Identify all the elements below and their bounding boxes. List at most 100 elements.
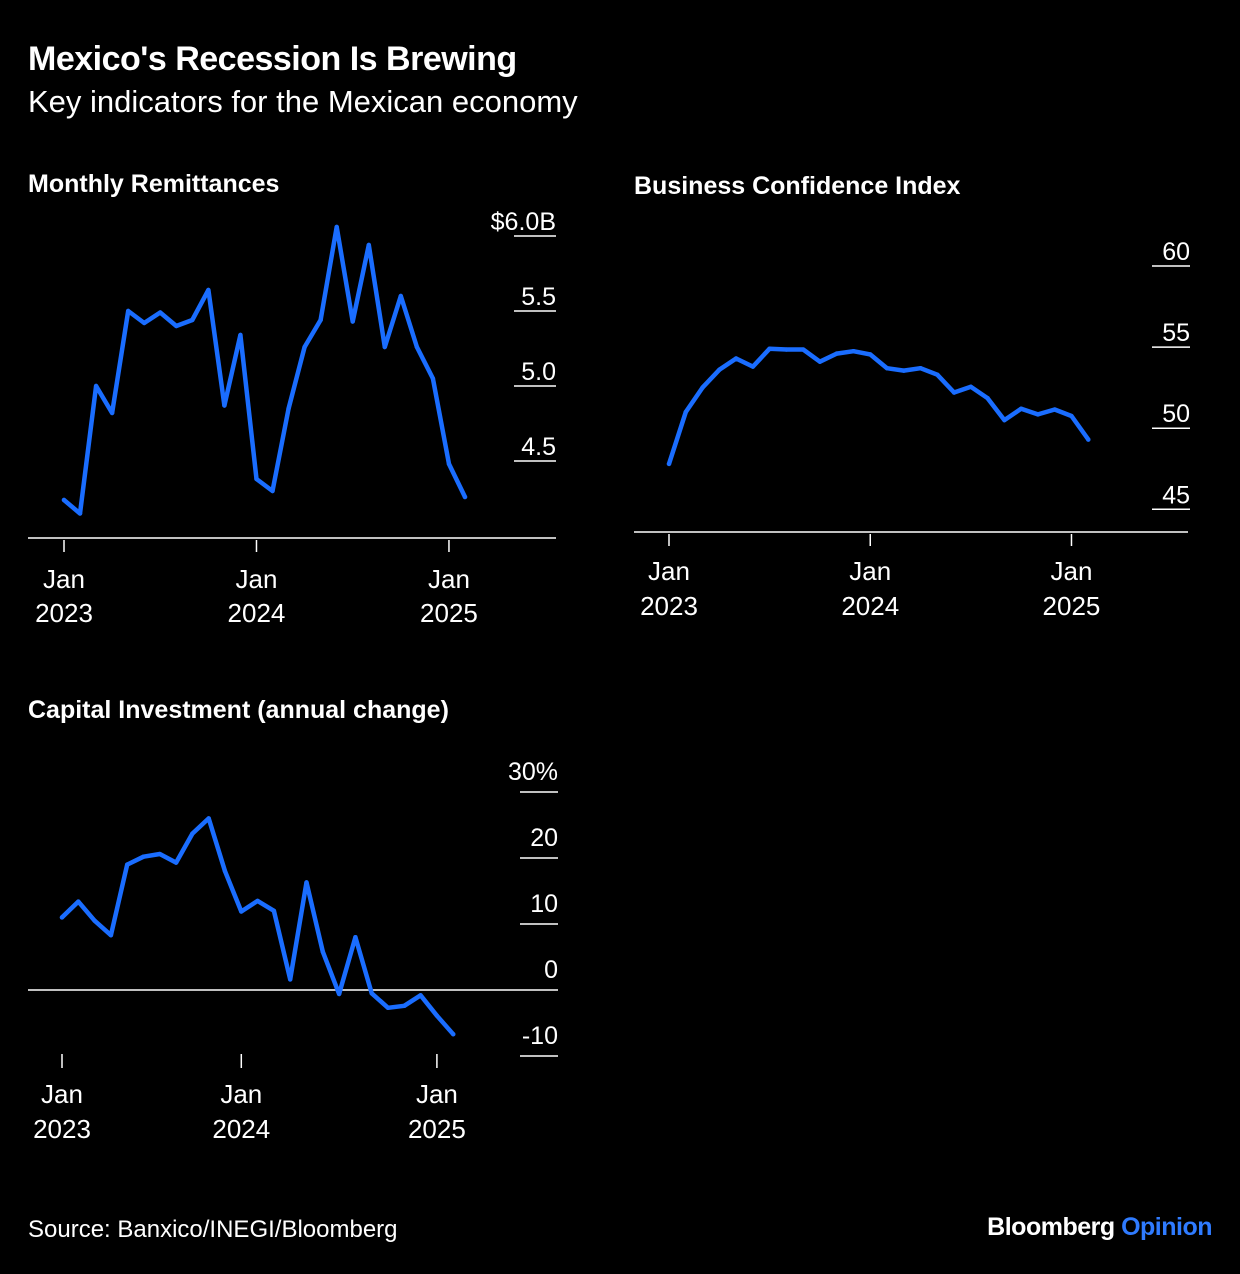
chart-subtitle: Key indicators for the Mexican economy	[28, 84, 578, 119]
data-point	[935, 372, 940, 377]
data-point	[750, 364, 756, 369]
data-point	[76, 899, 81, 904]
y-tick-label: 10	[530, 890, 558, 918]
data-point	[142, 320, 147, 326]
data-point	[158, 310, 163, 315]
data-point	[222, 403, 227, 408]
data-point	[206, 287, 211, 293]
series-line	[59, 816, 456, 1037]
data-point	[800, 347, 806, 352]
data-point	[1035, 412, 1041, 417]
data-point	[418, 993, 423, 998]
data-point	[320, 949, 325, 954]
data-point	[92, 918, 97, 923]
data-point	[851, 348, 856, 354]
data-point	[222, 869, 228, 874]
y-tick-label: 5.0	[521, 358, 556, 386]
data-point	[353, 935, 358, 940]
data-point	[93, 383, 99, 389]
data-point	[968, 384, 974, 390]
data-point	[1002, 417, 1007, 423]
data-point	[255, 898, 260, 904]
data-point	[125, 308, 131, 314]
y-tick-label: 45	[1162, 481, 1190, 509]
data-point	[336, 991, 342, 997]
data-point	[108, 933, 114, 938]
data-point	[398, 293, 404, 299]
data-point	[334, 224, 339, 230]
data-point	[666, 461, 672, 467]
x-tick-label-month: Jan	[428, 564, 470, 594]
data-point	[700, 385, 705, 390]
y-tick-label: 30%	[508, 758, 558, 786]
y-tick-label: 50	[1162, 400, 1190, 428]
x-tick-label-month: Jan	[236, 564, 278, 594]
data-point	[288, 977, 293, 982]
data-point	[817, 359, 823, 364]
data-point	[385, 1005, 391, 1011]
data-point	[884, 365, 890, 371]
x-tick-label-year: 2024	[212, 1114, 270, 1144]
data-point	[174, 323, 179, 329]
y-tick-label: 0	[544, 956, 558, 984]
data-point	[462, 494, 468, 500]
data-point	[402, 1003, 407, 1009]
y-tick-label: 5.5	[521, 283, 556, 311]
data-point	[318, 317, 323, 323]
data-point	[254, 476, 259, 482]
data-point	[206, 816, 211, 821]
x-tick-label-month: Jan	[1051, 556, 1093, 586]
data-point	[190, 317, 195, 323]
y-tick-label: 60	[1162, 238, 1190, 266]
business-confidence-title: Business Confidence Index	[634, 172, 961, 200]
data-point	[59, 915, 65, 920]
data-point	[302, 344, 307, 350]
data-point	[985, 395, 990, 401]
data-point	[271, 908, 277, 913]
data-point	[77, 511, 83, 516]
x-tick-label-month: Jan	[648, 556, 690, 586]
y-tick-label: 4.5	[521, 433, 556, 461]
chart-title: Mexico's Recession Is Brewing	[28, 40, 517, 78]
source-note: Source: Banxico/INEGI/Bloomberg	[28, 1216, 398, 1243]
data-point	[238, 332, 243, 338]
data-point	[414, 344, 420, 350]
x-tick-label-year: 2023	[33, 1114, 91, 1144]
data-point	[173, 860, 179, 865]
y-tick-label: 20	[530, 824, 558, 852]
data-point	[918, 365, 923, 371]
data-point	[125, 862, 130, 867]
y-tick-label: -10	[522, 1022, 558, 1050]
data-point	[1018, 406, 1024, 411]
data-point	[446, 461, 452, 467]
data-point	[286, 406, 291, 411]
x-tick-label-year: 2025	[420, 598, 478, 628]
x-tick-label-month: Jan	[849, 556, 891, 586]
data-point	[733, 356, 739, 361]
data-point	[369, 991, 374, 996]
x-tick-label-year: 2025	[1043, 591, 1101, 621]
x-tick-label-year: 2023	[35, 598, 93, 628]
series-line	[61, 224, 468, 516]
data-point	[784, 347, 789, 352]
data-point	[767, 346, 772, 351]
data-point	[901, 368, 906, 373]
brand-logo: Bloomberg Opinion	[987, 1213, 1212, 1242]
x-tick-label-year: 2024	[228, 598, 286, 628]
x-tick-label-year: 2025	[408, 1114, 466, 1144]
data-point	[366, 242, 371, 248]
x-tick-label-month: Jan	[41, 1079, 83, 1109]
data-point	[157, 851, 162, 857]
data-point	[951, 390, 957, 395]
y-tick-label: $6.0B	[491, 208, 556, 236]
series-line	[666, 346, 1091, 467]
data-point	[141, 854, 146, 859]
x-tick-label-month: Jan	[220, 1079, 262, 1109]
data-point	[834, 351, 839, 356]
data-point	[270, 488, 275, 494]
data-point	[1069, 413, 1074, 419]
x-tick-label-year: 2023	[640, 591, 698, 621]
